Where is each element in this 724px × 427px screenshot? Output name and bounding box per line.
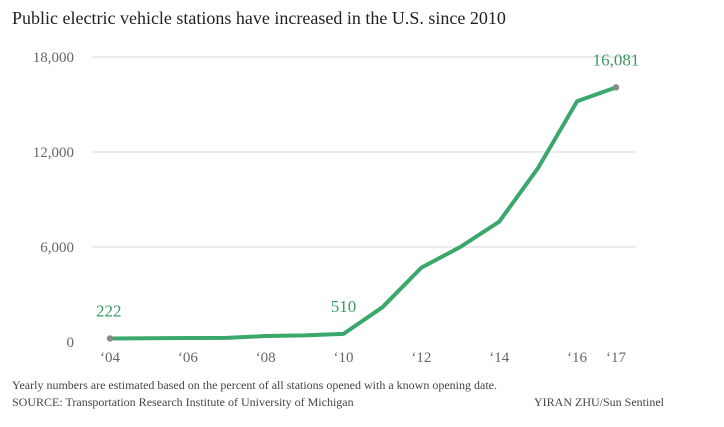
x-tick-label: ‘04 bbox=[100, 350, 120, 366]
y-axis-ticks: 0 6,000 12,000 18,000 bbox=[33, 50, 74, 351]
source-text: SOURCE: Transportation Research Institut… bbox=[12, 395, 354, 409]
x-tick-label: ‘16 bbox=[567, 350, 587, 366]
data-label: 222 bbox=[96, 301, 122, 320]
data-labels: 222 510 16,081 bbox=[96, 50, 639, 320]
x-tick-label: ‘14 bbox=[489, 350, 509, 366]
x-axis-ticks: ‘04 ‘06 ‘08 ‘10 ‘12 ‘14 ‘16 ‘17 bbox=[100, 350, 626, 366]
gridlines bbox=[92, 56, 636, 248]
y-tick-label: 0 bbox=[67, 335, 75, 351]
chart-title: Public electric vehicle stations have in… bbox=[12, 8, 506, 28]
credit-text: YIRAN ZHU/Sun Sentinel bbox=[534, 395, 664, 409]
x-tick-label: ‘17 bbox=[606, 350, 626, 366]
x-tick-label: ‘06 bbox=[178, 350, 198, 366]
endpoint-marker bbox=[106, 335, 114, 342]
series-polyline bbox=[108, 85, 618, 341]
y-tick-label: 12,000 bbox=[33, 145, 74, 161]
series-line bbox=[108, 85, 618, 341]
x-tick-label: ‘10 bbox=[334, 350, 354, 366]
endpoint-marker bbox=[612, 84, 620, 91]
data-points bbox=[106, 84, 620, 342]
data-label: 510 bbox=[331, 297, 357, 316]
data-label: 16,081 bbox=[593, 50, 640, 69]
y-tick-label: 18,000 bbox=[33, 50, 74, 66]
footnote: Yearly numbers are estimated based on th… bbox=[12, 378, 497, 392]
x-tick-label: ‘08 bbox=[256, 350, 276, 366]
y-tick-label: 6,000 bbox=[40, 240, 74, 256]
x-tick-label: ‘12 bbox=[411, 350, 431, 366]
